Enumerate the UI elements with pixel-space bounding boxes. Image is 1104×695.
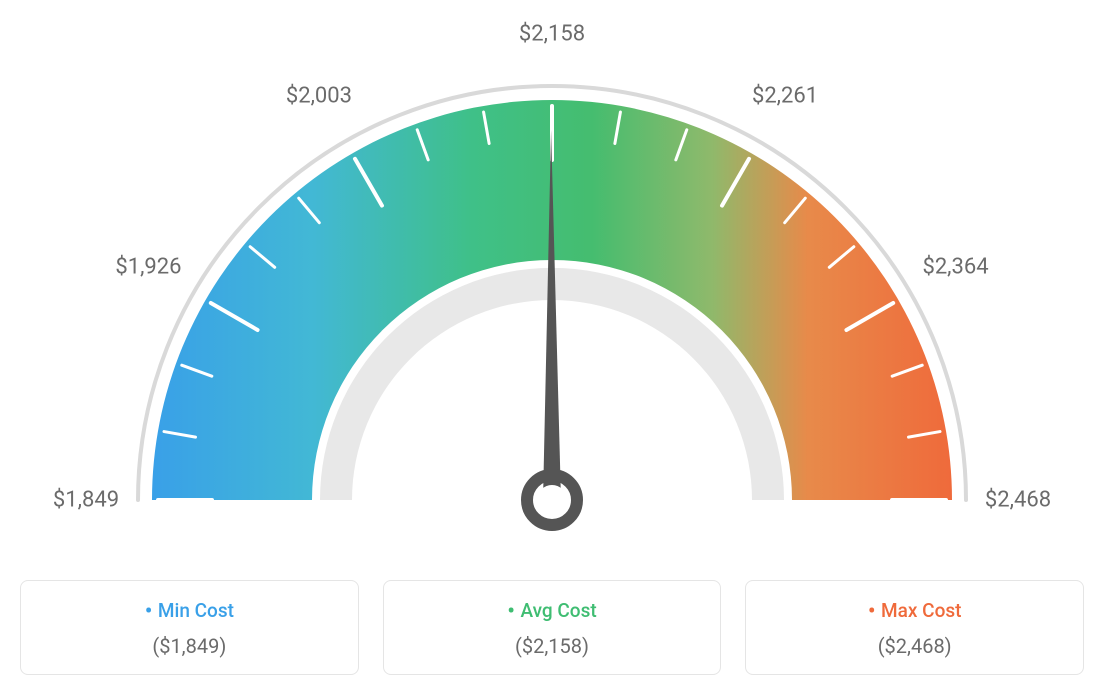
legend-avg-title: Avg Cost — [396, 599, 709, 624]
legend-max-value: ($2,468) — [758, 634, 1071, 658]
gauge-tick-label: $2,261 — [752, 84, 818, 109]
legend-avg-value: ($2,158) — [396, 634, 709, 658]
legend-min-value: ($1,849) — [33, 634, 346, 658]
gauge-tick-label: $1,926 — [115, 254, 181, 279]
legend-row: Min Cost ($1,849) Avg Cost ($2,158) Max … — [20, 580, 1084, 675]
gauge-tick-label: $2,468 — [985, 488, 1051, 513]
gauge-tick-label: $2,158 — [519, 22, 585, 47]
gauge-tick-label: $2,003 — [286, 84, 352, 109]
gauge-tick-label: $1,849 — [53, 488, 119, 513]
chart-wrapper: $1,849 $1,926 $2,003 $2,158 $2,261 $2,364 $2,4… — [20, 20, 1084, 675]
gauge-chart: $1,849 $1,926 $2,003 $2,158 $2,261 $2,364 $2,4… — [20, 20, 1084, 570]
gauge-svg — [102, 20, 1002, 560]
legend-min-card: Min Cost ($1,849) — [20, 580, 359, 675]
legend-max-card: Max Cost ($2,468) — [745, 580, 1084, 675]
legend-min-title: Min Cost — [33, 599, 346, 624]
legend-avg-card: Avg Cost ($2,158) — [383, 580, 722, 675]
legend-max-title: Max Cost — [758, 599, 1071, 624]
gauge-tick-label: $2,364 — [922, 254, 988, 279]
